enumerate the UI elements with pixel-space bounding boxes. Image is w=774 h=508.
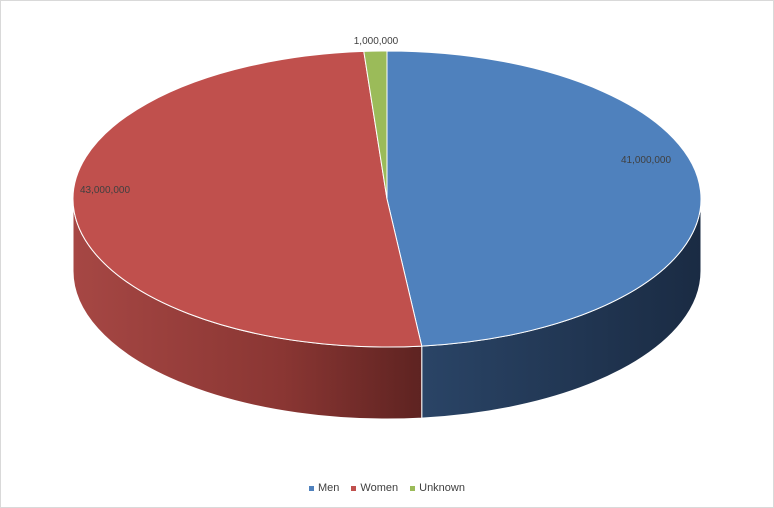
legend-swatch-women — [351, 485, 357, 491]
legend-label-men: Men — [318, 482, 340, 494]
legend-swatch-men — [309, 485, 315, 491]
pie-slice-men — [386, 50, 702, 347]
pie-slice-unknown — [363, 50, 388, 200]
legend: Men Women Unknown — [0, 480, 774, 496]
data-label-unknown: 1,000,000 — [354, 36, 399, 47]
data-label-women: 43,000,000 — [80, 185, 130, 196]
legend-item-men: Men — [309, 482, 339, 494]
legend-swatch-unknown — [410, 485, 416, 491]
legend-item-women: Women — [351, 482, 398, 494]
legend-item-unknown: Unknown — [410, 482, 465, 494]
data-label-men: 41,000,000 — [621, 155, 671, 166]
pie-slice-women — [72, 50, 423, 348]
legend-label-women: Women — [360, 482, 399, 494]
legend-label-unknown: Unknown — [419, 482, 465, 494]
